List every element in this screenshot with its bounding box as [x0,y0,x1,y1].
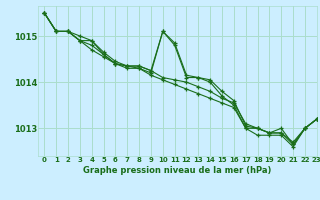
X-axis label: Graphe pression niveau de la mer (hPa): Graphe pression niveau de la mer (hPa) [84,166,272,175]
